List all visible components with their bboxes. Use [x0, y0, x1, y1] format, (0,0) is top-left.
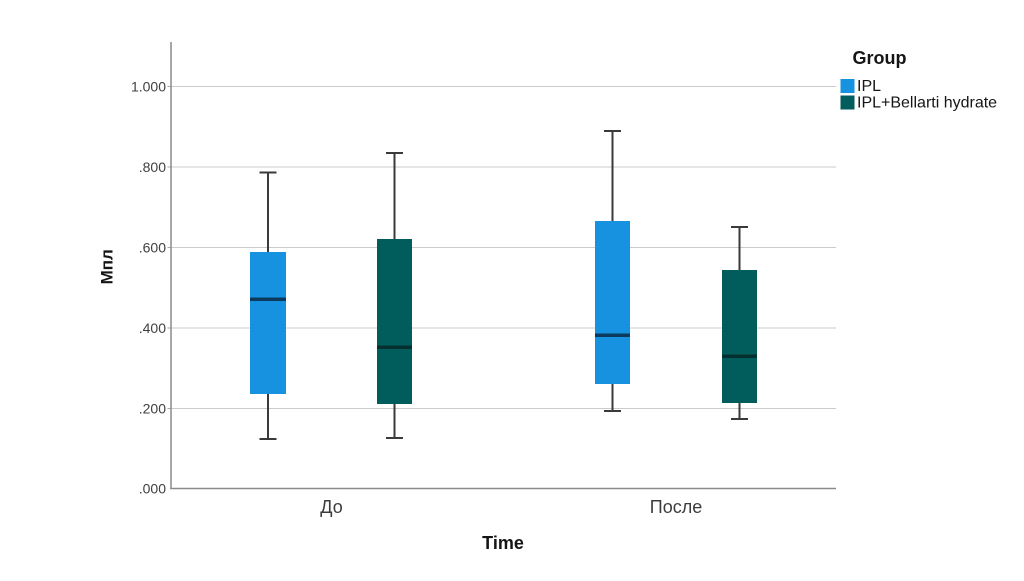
svg-text:Time: Time: [482, 533, 524, 553]
svg-text:Мпл: Мпл: [98, 249, 117, 284]
svg-text:IPL: IPL: [857, 78, 881, 95]
svg-text:После: После: [650, 497, 702, 517]
svg-text:.600: .600: [139, 240, 166, 256]
svg-text:.400: .400: [139, 320, 166, 336]
svg-text:.200: .200: [139, 401, 166, 417]
svg-text:.000: .000: [139, 481, 166, 497]
svg-text:До: До: [320, 497, 342, 517]
svg-text:IPL+Bellarti hydrate: IPL+Bellarti hydrate: [857, 95, 997, 112]
svg-text:Group: Group: [853, 48, 907, 68]
svg-text:.800: .800: [139, 159, 166, 175]
svg-text:1.000: 1.000: [131, 79, 166, 95]
